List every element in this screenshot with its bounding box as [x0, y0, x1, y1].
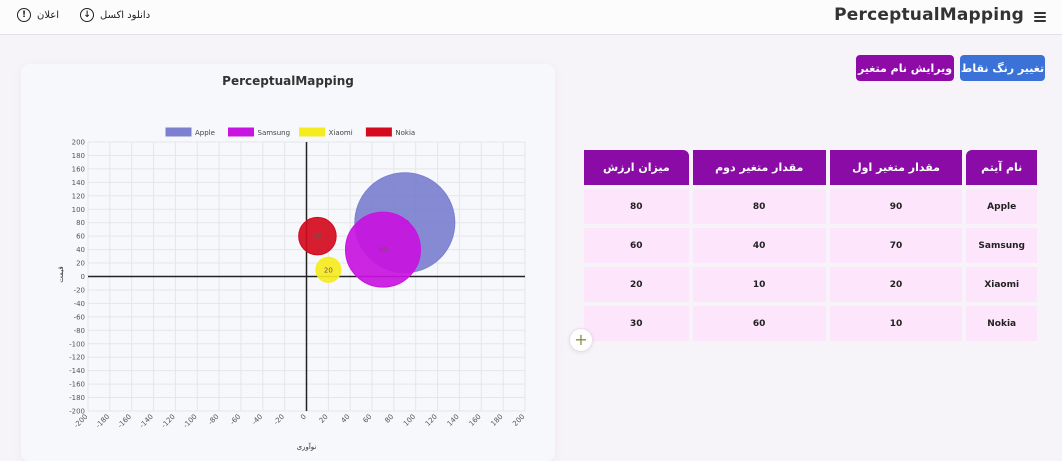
table-row[interactable]: Nokia 10 60 30: [584, 306, 1037, 341]
x-tick-label: 100: [402, 413, 417, 428]
first-variable-cell[interactable]: 10: [829, 306, 963, 341]
y-axis-label: قیمت: [57, 266, 65, 282]
y-tick-label: 120: [72, 192, 85, 200]
x-tick-label: 60: [361, 413, 373, 425]
y-tick-label: -40: [74, 300, 85, 308]
plus-icon: +: [574, 330, 588, 349]
y-tick-label: 20: [76, 260, 85, 268]
perceptual-map-chart: 200180160140120100806040200-20-40-60-80-…: [57, 127, 526, 451]
x-tick-label: 120: [424, 413, 439, 428]
table-row[interactable]: Xiaomi 20 10 20: [584, 267, 1037, 302]
x-axis-label: نوآوری: [297, 442, 317, 451]
x-tick-label: -80: [207, 413, 221, 427]
x-tick-label: -160: [116, 413, 133, 430]
column-header-item-name: نام آیتم: [966, 150, 1037, 185]
first-variable-cell[interactable]: 20: [829, 267, 963, 302]
item-name-cell[interactable]: Samsung: [966, 228, 1037, 263]
bubble-value-label: 20: [324, 266, 333, 274]
y-tick-label: 0: [81, 273, 85, 281]
y-tick-label: 180: [72, 152, 85, 160]
second-variable-cell[interactable]: 10: [692, 267, 826, 302]
y-tick-label: -20: [74, 286, 85, 294]
alert-icon: !: [17, 8, 31, 22]
x-tick-label: -20: [272, 413, 286, 427]
data-table: نام آیتم مقدار متغیر اول مقدار متغیر دوم…: [580, 146, 1041, 345]
value-cell[interactable]: 20: [584, 267, 689, 302]
y-tick-label: -100: [69, 340, 85, 348]
legend-swatch: [299, 127, 326, 137]
x-tick-label: 140: [446, 413, 461, 428]
x-tick-label: 0: [299, 413, 308, 422]
change-point-color-button[interactable]: تغییر رنگ نقاط: [960, 55, 1045, 81]
column-header-second-variable: مقدار متغیر دوم: [692, 150, 826, 185]
bubble-nokia[interactable]: [298, 216, 337, 256]
top-bar: PerceptualMapping ↓ دانلود اکسل ! اعلان: [0, 0, 1062, 35]
download-excel-label: دانلود اکسل: [100, 9, 151, 21]
edit-variable-name-button[interactable]: ویرایش نام متغیر: [856, 55, 954, 81]
y-tick-label: 80: [76, 219, 85, 227]
legend-label: Apple: [195, 129, 215, 137]
second-variable-cell[interactable]: 80: [692, 189, 826, 224]
add-row-button[interactable]: +: [569, 328, 593, 352]
bubble-value-label: 30: [313, 233, 322, 241]
second-variable-cell[interactable]: 60: [692, 306, 826, 341]
legend-label: Nokia: [395, 129, 415, 137]
table-row[interactable]: Apple 90 80 80: [584, 189, 1037, 224]
y-tick-label: -120: [69, 354, 85, 362]
chart-card: PerceptualMapping 200 180 160 140 120 100 80 60…: [21, 64, 555, 461]
x-tick-label: 180: [489, 413, 504, 428]
x-tick-label: -60: [229, 413, 243, 427]
item-name-cell[interactable]: Apple: [966, 189, 1037, 224]
legend-label: Xiaomi: [329, 129, 353, 137]
download-icon: ↓: [80, 8, 94, 22]
bubble-value-label: 60: [379, 246, 388, 254]
first-variable-cell[interactable]: 90: [829, 189, 963, 224]
item-name-cell[interactable]: Nokia: [966, 306, 1037, 341]
y-tick-label: -60: [74, 313, 85, 321]
legend-label: Samsung: [258, 129, 291, 137]
column-header-first-variable: مقدار متغیر اول: [829, 150, 963, 185]
y-tick-label: 200: [72, 139, 85, 147]
x-tick-label: 200: [511, 413, 526, 428]
legend-swatch: [228, 127, 254, 137]
bubble-samsung[interactable]: [344, 211, 421, 288]
table-header-row: نام آیتم مقدار متغیر اول مقدار متغیر دوم…: [584, 150, 1037, 185]
x-tick-label: -180: [94, 413, 111, 430]
legend-swatch: [365, 127, 392, 137]
y-tick-label: 160: [72, 165, 85, 173]
column-header-value: میزان ارزش: [584, 150, 689, 185]
second-variable-cell[interactable]: 40: [692, 228, 826, 263]
x-tick-label: -140: [138, 413, 155, 430]
x-tick-label: -120: [160, 413, 177, 430]
table-row[interactable]: Samsung 70 40 60: [584, 228, 1037, 263]
y-tick-label: -180: [69, 394, 85, 402]
announcement-label: اعلان: [37, 9, 60, 21]
y-tick-label: 40: [76, 246, 85, 254]
item-name-cell[interactable]: Xiaomi: [966, 267, 1037, 302]
chart-title: PerceptualMapping: [222, 74, 354, 88]
y-tick-label: 140: [72, 179, 85, 187]
bubble-xiaomi[interactable]: [315, 256, 342, 283]
x-tick-label: 20: [318, 413, 330, 425]
y-tick-label: 100: [72, 206, 85, 214]
y-tick-label: -200: [69, 408, 85, 416]
y-tick-label: 60: [76, 233, 85, 241]
x-tick-label: 80: [383, 413, 395, 425]
download-excel-button[interactable]: ↓ دانلود اکسل: [80, 8, 150, 22]
x-tick-label: 40: [340, 413, 352, 425]
y-tick-label: -80: [74, 327, 85, 335]
announcement-button[interactable]: ! اعلان: [17, 8, 59, 22]
first-variable-cell[interactable]: 70: [829, 228, 963, 263]
value-cell[interactable]: 60: [584, 228, 689, 263]
value-cell[interactable]: 80: [584, 189, 689, 224]
x-tick-label: -40: [250, 413, 264, 427]
value-cell[interactable]: 30: [584, 306, 689, 341]
app-title: PerceptualMapping: [834, 5, 1024, 25]
y-tick-label: -160: [69, 381, 85, 389]
menu-icon[interactable]: [1034, 12, 1046, 22]
x-tick-label: 160: [468, 413, 483, 428]
x-tick-label: -100: [182, 413, 199, 430]
legend-swatch: [165, 127, 192, 137]
y-tick-label: -140: [69, 367, 85, 375]
